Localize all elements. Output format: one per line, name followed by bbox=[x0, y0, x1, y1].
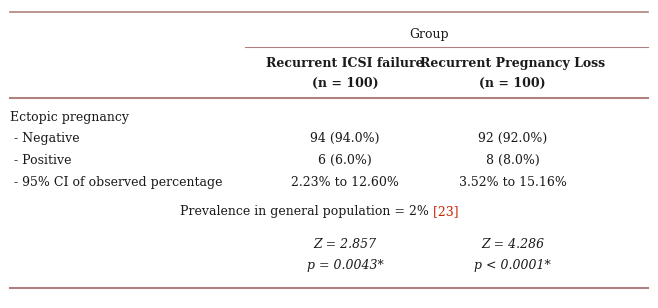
Text: 94 (94.0%): 94 (94.0%) bbox=[311, 132, 380, 145]
Text: Recurrent ICSI failure: Recurrent ICSI failure bbox=[266, 57, 424, 70]
Text: Ectopic pregnancy: Ectopic pregnancy bbox=[10, 111, 129, 124]
Text: p = 0.0043*: p = 0.0043* bbox=[307, 259, 384, 272]
Text: Z = 4.286: Z = 4.286 bbox=[481, 238, 544, 251]
Text: [23]: [23] bbox=[429, 205, 459, 218]
Text: 2.23% to 12.60%: 2.23% to 12.60% bbox=[291, 176, 399, 189]
Text: Group: Group bbox=[409, 28, 449, 41]
Text: 6 (6.0%): 6 (6.0%) bbox=[318, 153, 372, 167]
Text: - Negative: - Negative bbox=[10, 132, 80, 145]
Text: 92 (92.0%): 92 (92.0%) bbox=[478, 132, 547, 145]
Text: 3.52% to 15.16%: 3.52% to 15.16% bbox=[459, 176, 567, 189]
Text: Z = 2.857: Z = 2.857 bbox=[314, 238, 376, 251]
Text: Prevalence in general population = 2%: Prevalence in general population = 2% bbox=[180, 205, 429, 218]
Text: (n = 100): (n = 100) bbox=[312, 77, 378, 90]
Text: 8 (8.0%): 8 (8.0%) bbox=[486, 153, 540, 167]
Text: p < 0.0001*: p < 0.0001* bbox=[474, 259, 551, 272]
Text: - Positive: - Positive bbox=[10, 153, 71, 167]
Text: - 95% CI of observed percentage: - 95% CI of observed percentage bbox=[10, 176, 222, 189]
Text: (n = 100): (n = 100) bbox=[480, 77, 546, 90]
Text: Recurrent Pregnancy Loss: Recurrent Pregnancy Loss bbox=[420, 57, 605, 70]
